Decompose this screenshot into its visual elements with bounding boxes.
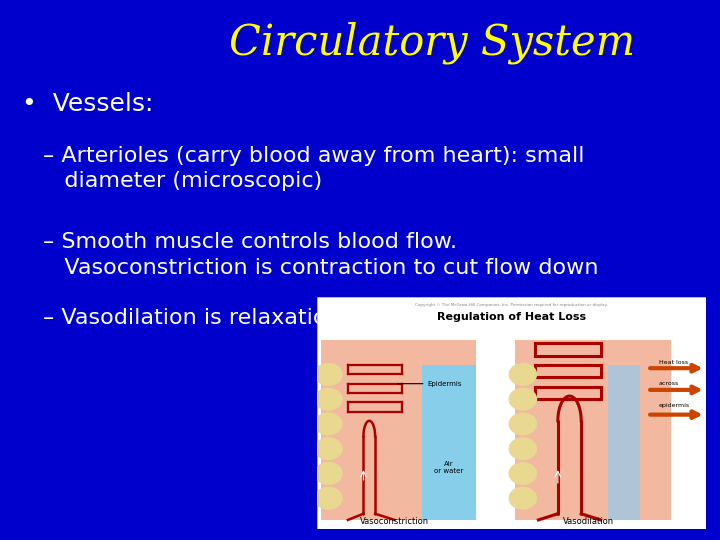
Text: Regulation of Heat Loss: Regulation of Heat Loss <box>436 313 586 322</box>
Text: – Smooth muscle controls blood flow.
   Vasoconstriction is contraction to cut f: – Smooth muscle controls blood flow. Vas… <box>43 232 599 278</box>
Circle shape <box>315 413 342 435</box>
Circle shape <box>509 488 536 509</box>
Text: – Arterioles (carry blood away from heart): small
   diameter (microscopic): – Arterioles (carry blood away from hear… <box>43 146 585 191</box>
Text: Heat loss: Heat loss <box>659 360 688 365</box>
Circle shape <box>509 413 536 435</box>
Circle shape <box>509 388 536 410</box>
Text: Circulatory System: Circulatory System <box>229 22 635 64</box>
Text: epidermis: epidermis <box>659 403 690 408</box>
FancyBboxPatch shape <box>515 340 670 520</box>
FancyBboxPatch shape <box>422 365 476 520</box>
Text: Air
or water: Air or water <box>434 461 464 474</box>
Circle shape <box>509 363 536 385</box>
Circle shape <box>315 438 342 460</box>
Text: Copyright © The McGraw-Hill Companies, Inc. Permission required for reproduction: Copyright © The McGraw-Hill Companies, I… <box>415 303 608 307</box>
Circle shape <box>509 438 536 460</box>
Text: Vasoconstriction: Vasoconstriction <box>360 517 429 526</box>
Text: Epidermis: Epidermis <box>428 381 462 387</box>
Text: – Vasodilation is relaxation to increase flow.: – Vasodilation is relaxation to increase… <box>43 308 529 328</box>
FancyBboxPatch shape <box>317 297 706 529</box>
Circle shape <box>509 463 536 484</box>
Circle shape <box>315 363 342 385</box>
Circle shape <box>315 388 342 410</box>
Text: across: across <box>659 381 679 386</box>
Text: •  Vessels:: • Vessels: <box>22 92 153 116</box>
Circle shape <box>315 488 342 509</box>
Circle shape <box>315 463 342 484</box>
Text: Vasodilation: Vasodilation <box>563 517 615 526</box>
FancyBboxPatch shape <box>608 365 639 520</box>
FancyBboxPatch shape <box>320 340 476 520</box>
